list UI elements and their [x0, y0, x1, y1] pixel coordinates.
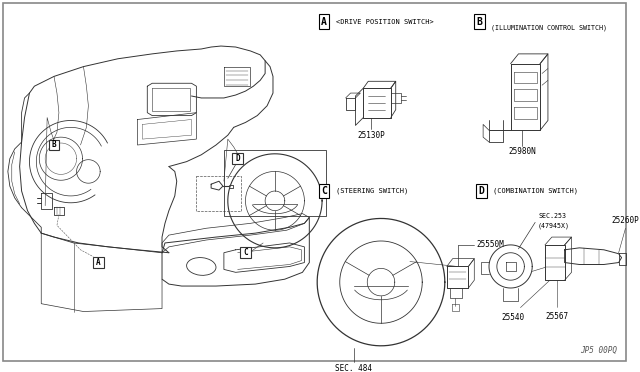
- Text: D: D: [236, 154, 240, 163]
- Text: (ILLUMINATION CONTROL SWITCH): (ILLUMINATION CONTROL SWITCH): [491, 24, 607, 31]
- Text: D: D: [478, 186, 484, 196]
- Bar: [93, 257, 104, 268]
- Text: C: C: [243, 248, 248, 257]
- Text: 25567: 25567: [545, 312, 568, 321]
- Text: 25260P: 25260P: [612, 216, 639, 225]
- Bar: [49, 140, 60, 150]
- Text: <DRIVE POSITION SWITCH>: <DRIVE POSITION SWITCH>: [336, 19, 433, 25]
- Text: SEC. 484: SEC. 484: [335, 364, 372, 372]
- Text: A: A: [96, 258, 100, 267]
- Text: 25980N: 25980N: [509, 147, 536, 156]
- Text: (STEERING SWITCH): (STEERING SWITCH): [336, 188, 408, 194]
- Text: 25550M: 25550M: [476, 240, 504, 249]
- Text: C: C: [321, 186, 327, 196]
- Text: B: B: [476, 16, 482, 26]
- Bar: [232, 153, 243, 164]
- Text: 25540: 25540: [501, 313, 524, 322]
- Text: (COMBINATION SWITCH): (COMBINATION SWITCH): [493, 188, 578, 194]
- Bar: [224, 150, 326, 217]
- Bar: [240, 247, 251, 258]
- Text: 25130P: 25130P: [357, 131, 385, 140]
- Text: JP5 00PQ: JP5 00PQ: [580, 346, 618, 355]
- Text: (47945X): (47945X): [538, 222, 570, 228]
- Text: SEC.253: SEC.253: [538, 212, 566, 218]
- Text: B: B: [52, 141, 56, 150]
- Text: A: A: [321, 16, 327, 26]
